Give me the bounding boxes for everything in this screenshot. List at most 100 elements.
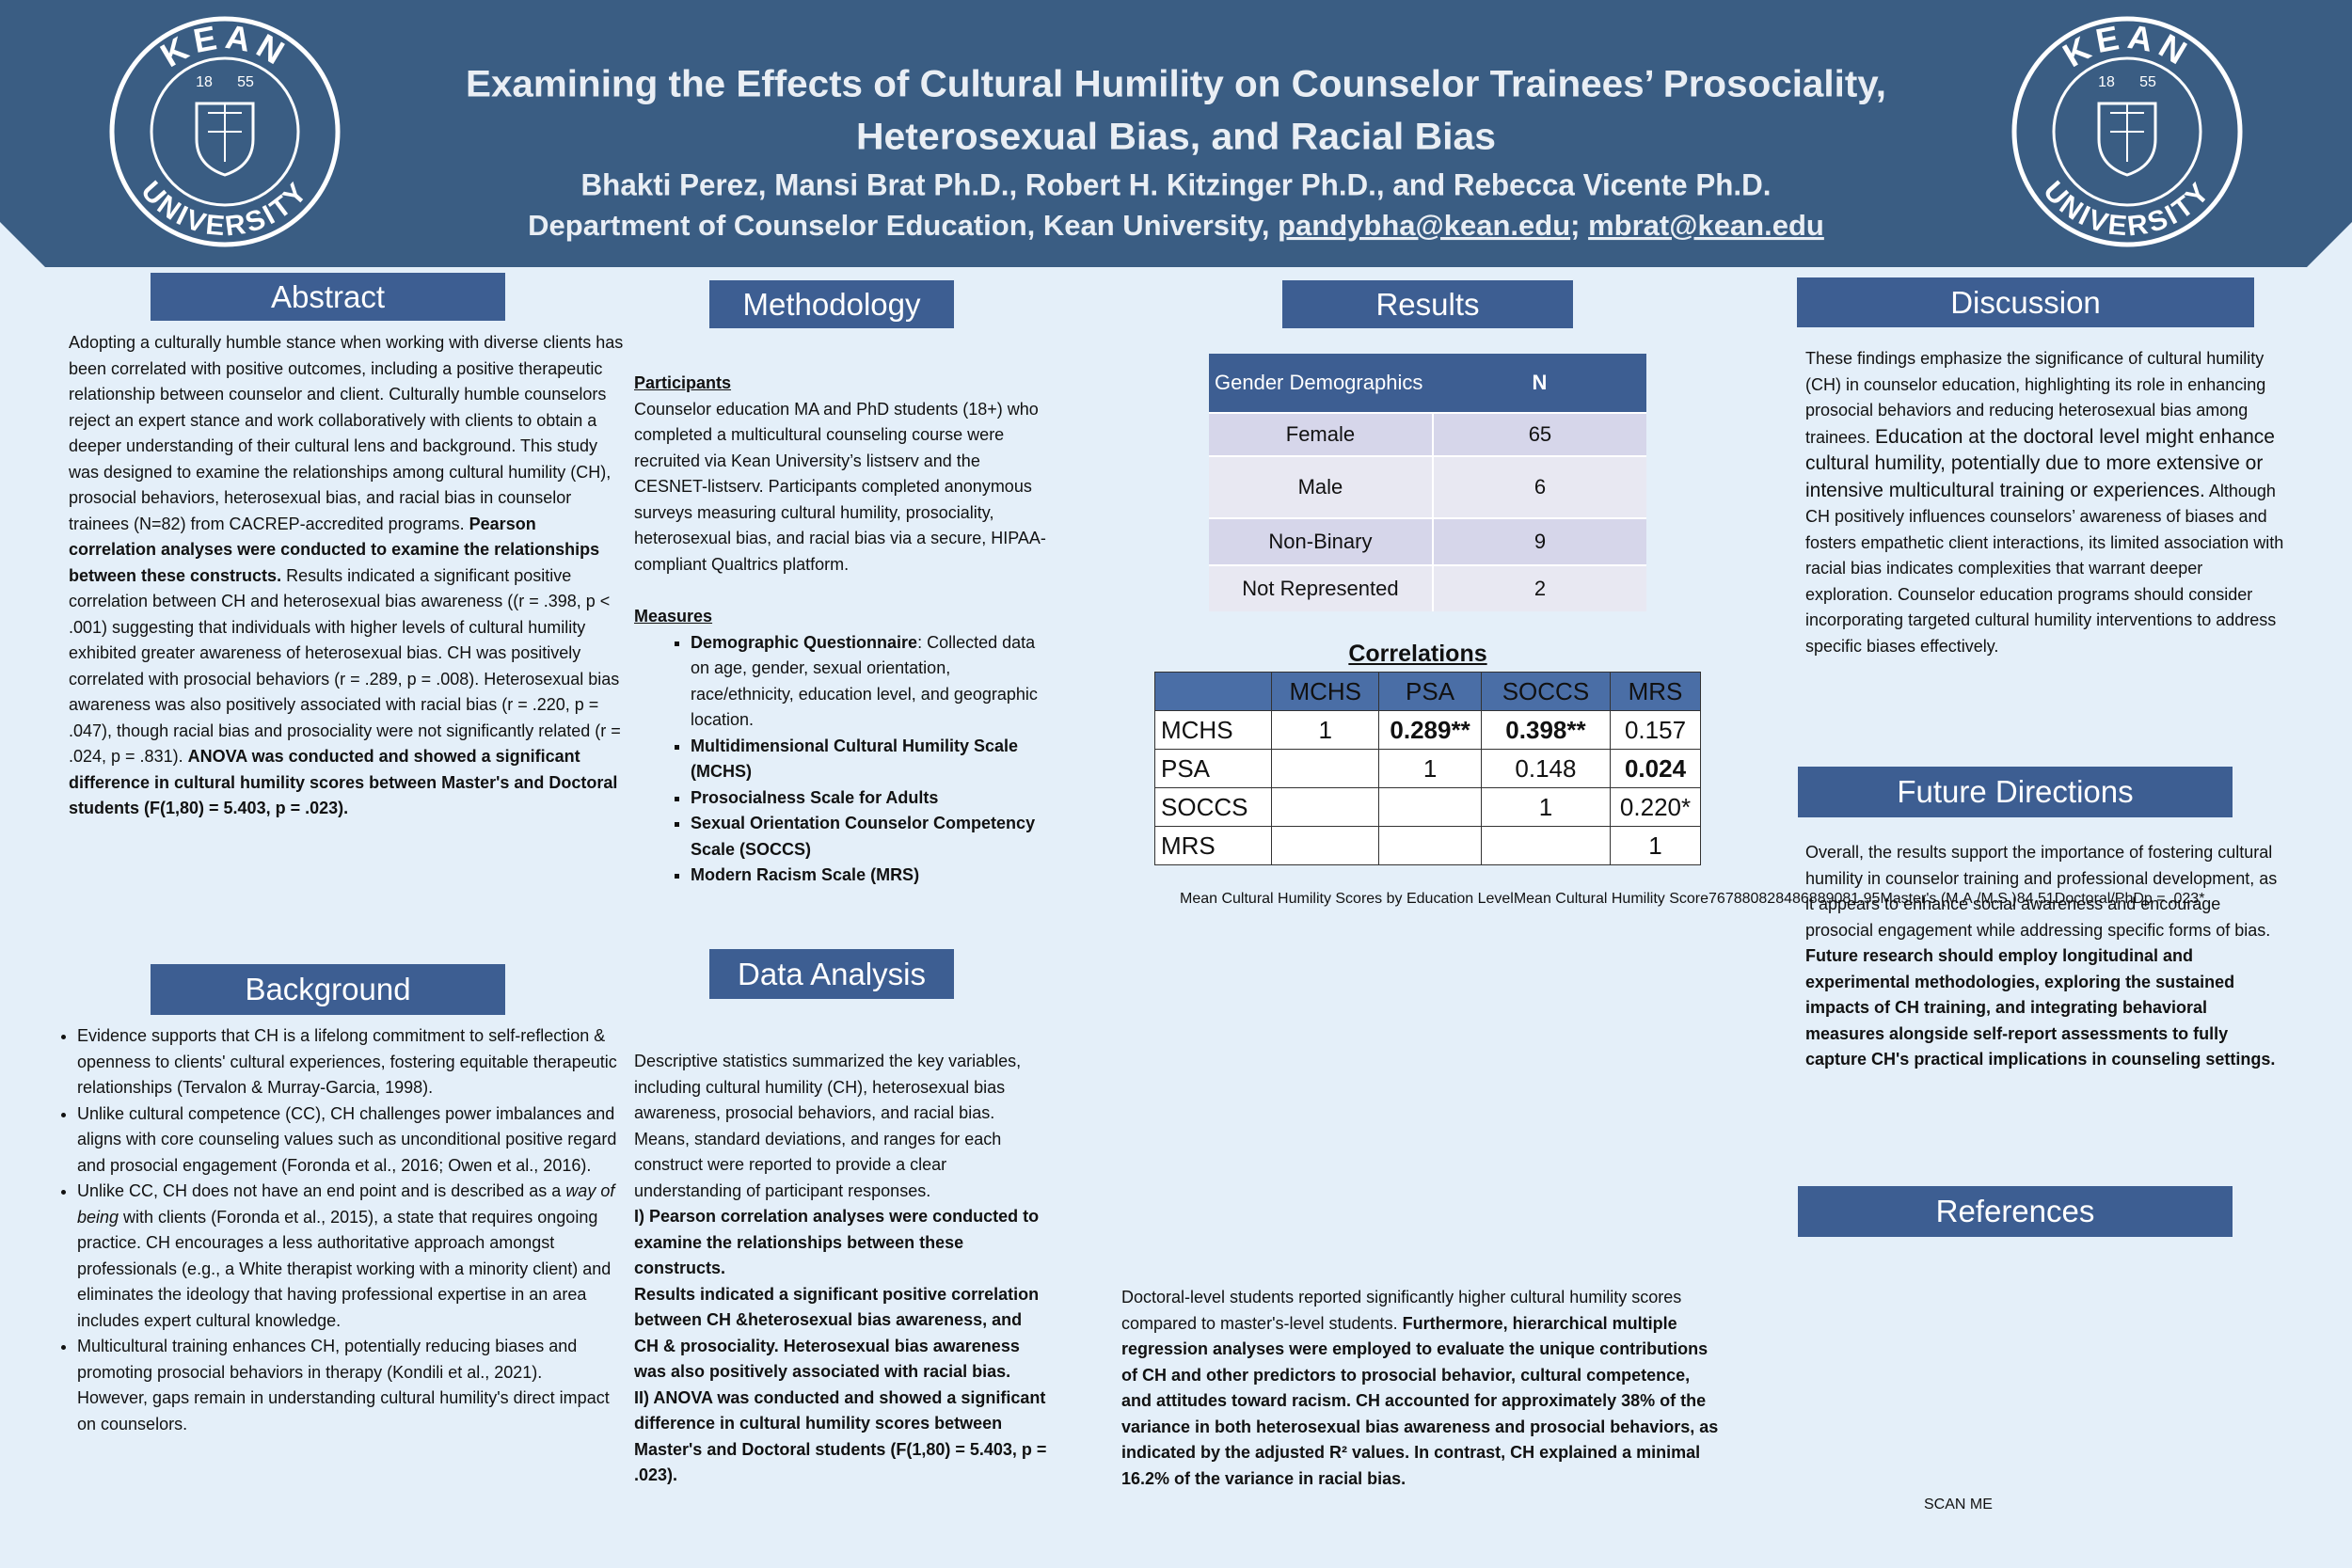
table-header-row: Gender Demographics N	[1209, 354, 1646, 413]
logo-inner-ring	[150, 56, 300, 207]
paragraph: I) Pearson correlation analyses were con…	[634, 1204, 1048, 1282]
header-cell: MRS	[1610, 672, 1701, 711]
annotation: p = .023*	[2143, 891, 2205, 907]
bold-text: Demographic Questionnaire	[691, 632, 918, 652]
logo-year: 18	[2098, 74, 2115, 90]
value-label: 84.51	[2016, 891, 2055, 907]
bullet: Multicultural training enhances CH, pote…	[77, 1334, 617, 1437]
bold-text: 0.398**	[1505, 715, 1586, 744]
section-heading: Results	[1282, 280, 1573, 328]
row-label: PSA	[1153, 749, 1273, 788]
header-band	[0, 0, 2352, 267]
table-cell: 1	[1271, 710, 1380, 750]
authors: Bhakti Perez, Mansi Brat Ph.D., Robert H…	[581, 167, 1772, 201]
measure: Modern Racism Scale (MRS)	[691, 863, 1048, 889]
table-cell: Not Represented	[1209, 564, 1433, 611]
table-cell: 0.398**	[1480, 710, 1612, 750]
chart-title: Mean Cultural Humility Scores by Educati…	[1180, 891, 1514, 907]
table-cell: Non-Binary	[1209, 517, 1433, 565]
affiliation: Department of Counselor Education, Kean …	[528, 209, 1824, 242]
measure-list: Demographic Questionnaire: Collected dat…	[634, 630, 1048, 889]
bold-text: Future research should employ longitudin…	[1805, 946, 2276, 1069]
logo-ring	[109, 16, 341, 247]
bullet-list: Evidence supports that CH is a lifelong …	[53, 1023, 617, 1437]
section-heading: Abstract	[151, 273, 505, 321]
background-list: Evidence supports that CH is a lifelong …	[53, 1023, 617, 1437]
table-cell: 0.024	[1610, 749, 1701, 788]
x-tick-label: Master's (M.A./M.S.)	[1880, 891, 2017, 907]
row-label: MRS	[1153, 826, 1273, 865]
bold-text: Sexual Orientation Counselor Competency …	[691, 814, 1036, 859]
value-label: 81.95	[1842, 891, 1881, 907]
bold-text: 0.289**	[1390, 715, 1470, 744]
correlation-table: MCHS PSA SOCCS MRS MCHS 1 0.289** 0.398** 0.157 P…	[1153, 672, 1701, 865]
logo-emblem	[195, 102, 255, 177]
y-tick-label: 80	[1741, 891, 1759, 907]
bold-text: Pearson correlation analyses were conduc…	[69, 514, 600, 585]
x-tick-label: Doctoral/PhD	[2054, 891, 2144, 907]
table-row: PSA 1 0.148 0.024	[1153, 749, 1701, 788]
text-run: Doctoral-level students reported signifi…	[1121, 1288, 1682, 1333]
table-cell	[1271, 787, 1380, 827]
title-line: Heterosexual Bias, and Racial Bias	[856, 117, 1496, 158]
table-cell	[1480, 826, 1612, 865]
header-cell: MCHS	[1271, 672, 1380, 711]
table-header-row: MCHS PSA SOCCS MRS	[1153, 672, 1701, 711]
table-cell: 0.148	[1480, 749, 1612, 788]
bullet: Evidence supports that CH is a lifelong …	[77, 1023, 617, 1101]
logo-year: 55	[2139, 74, 2156, 90]
table-cell: 9	[1431, 517, 1646, 565]
table-cell: 0.289**	[1378, 710, 1482, 750]
text-run: Descriptive statistics summarized the ke…	[634, 1052, 1022, 1200]
y-tick-label: 76	[1708, 891, 1725, 907]
subheading: Measures	[634, 607, 713, 626]
text-run: 0.148	[1515, 753, 1577, 783]
bold-text: ANOVA was conducted and showed a signifi…	[69, 747, 618, 817]
section-heading: References	[1798, 1186, 2233, 1237]
row-label: SOCCS	[1153, 787, 1273, 827]
table-row: MCHS 1 0.289** 0.398** 0.157	[1153, 710, 1701, 750]
bold-text: Multidimensional Cultural Humility Scale…	[691, 736, 1019, 782]
section-heading: Future Directions	[1798, 767, 2233, 817]
y-tick-label: 84	[1775, 891, 1792, 907]
text-run: Although CH positively influences counse…	[1805, 481, 2284, 656]
text-run: : Collected data on age, gender, sexual …	[691, 632, 1038, 730]
text-run: Unlike CC, CH does not have an end point…	[77, 1181, 566, 1200]
text-run: These findings emphasize the significanc…	[1805, 349, 2266, 447]
text-run: Results indicated a significant positive…	[69, 565, 621, 767]
paragraph: Counselor education MA and PhD students …	[634, 399, 1046, 574]
table-cell: 1	[1378, 749, 1482, 788]
table-cell: 1	[1480, 787, 1612, 827]
text-run: with clients (Foronda et al., 2015), a s…	[77, 1207, 612, 1330]
text-run: 0.220*	[1619, 792, 1692, 821]
text-run: 1	[1318, 715, 1332, 744]
row-label: MCHS	[1153, 710, 1273, 750]
header-cell	[1153, 672, 1273, 711]
table-cell: Male	[1209, 455, 1433, 518]
logo-emblem-detail	[2110, 103, 2144, 162]
table-cell	[1378, 787, 1482, 827]
table-title: Correlations	[1348, 641, 1487, 667]
header-cell: Gender Demographics	[1209, 354, 1433, 413]
abstract-text: Adopting a culturally humble stance when…	[69, 330, 626, 822]
y-tick-label: 78	[1724, 891, 1742, 907]
text-run: 1	[1538, 792, 1553, 821]
table-row: SOCCS 1 0.220*	[1153, 787, 1701, 827]
text-run: 1	[1648, 831, 1662, 860]
paragraph: Descriptive statistics summarized the ke…	[634, 1049, 1048, 1204]
table-row: Non-Binary 9	[1209, 517, 1646, 565]
bold-text: 0.024	[1624, 753, 1687, 783]
header-cell: N	[1432, 354, 1646, 413]
discussion-text: These findings emphasize the significanc…	[1805, 346, 2285, 659]
measure: Prosocialness Scale for Adults	[691, 785, 1048, 812]
table-cell: 0.220*	[1610, 787, 1701, 827]
header-cell: PSA	[1378, 672, 1482, 711]
methodology-text: Participants Counselor education MA and P…	[634, 371, 1048, 889]
table-row: Female 65	[1209, 412, 1646, 456]
results-text: Doctoral-level students reported signifi…	[1121, 1285, 1724, 1492]
header: Examining the Effects of Cultural Humili…	[0, 0, 2352, 267]
large-text: Education at the doctoral level might en…	[1805, 425, 2275, 501]
y-tick-label: 90	[1825, 891, 1843, 907]
